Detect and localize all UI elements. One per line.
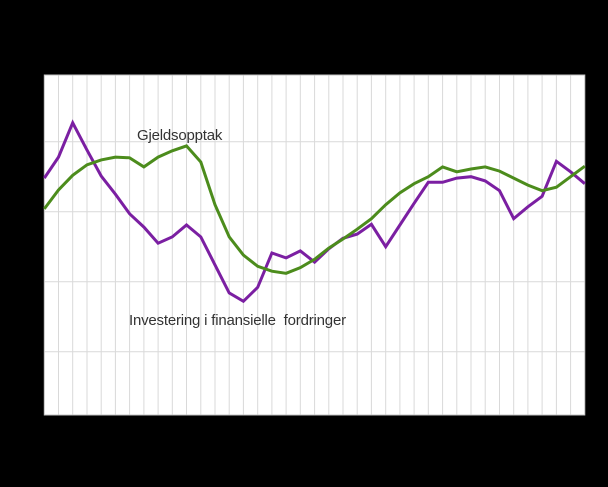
investering-series-line <box>43 119 586 304</box>
plot-border <box>43 74 586 416</box>
gjeldsopptak-series-line <box>43 144 586 275</box>
gjeldsopptak-series-label: Gjeldsopptak <box>137 127 223 144</box>
horizontal-gridlines <box>44 141 585 353</box>
investering-series-label: Investering i finansielle fordringer <box>129 312 346 329</box>
vertical-gridlines <box>58 75 572 415</box>
